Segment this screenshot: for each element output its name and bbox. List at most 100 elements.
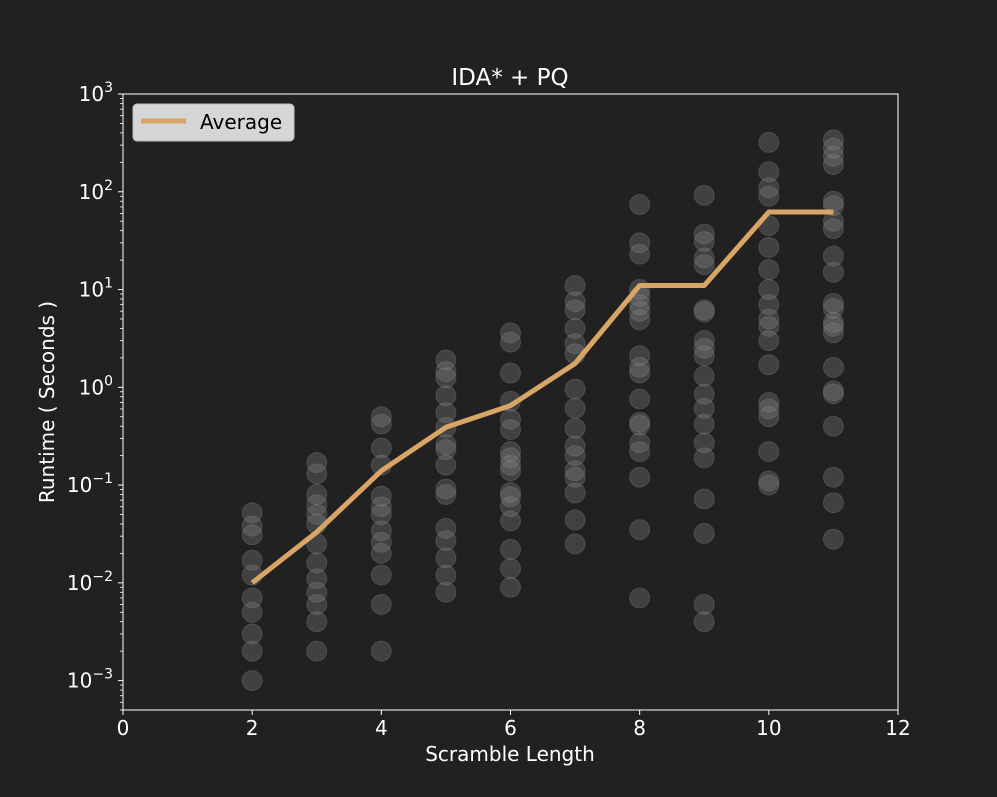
data-point: [693, 397, 715, 419]
data-point: [822, 154, 844, 176]
data-point: [564, 533, 586, 555]
legend: Average: [132, 103, 295, 142]
data-point: [693, 447, 715, 469]
data-point: [500, 441, 521, 463]
data-point: [370, 564, 392, 586]
scatter-points: [241, 129, 844, 692]
data-point: [758, 315, 780, 337]
x-axis-label: Scramble Length: [425, 742, 595, 766]
data-point: [306, 640, 328, 662]
data-point: [822, 528, 844, 550]
data-point: [500, 510, 521, 532]
data-point: [500, 408, 521, 430]
data-point: [629, 300, 651, 322]
data-point: [693, 299, 715, 321]
data-point: [241, 623, 263, 645]
data-point: [629, 388, 651, 410]
data-point: [306, 452, 328, 474]
data-point: [370, 593, 392, 615]
data-point: [370, 437, 392, 459]
data-point: [564, 460, 586, 482]
data-point: [241, 549, 263, 571]
x-tick-label: 2: [246, 716, 259, 740]
data-point: [564, 445, 586, 467]
data-point: [435, 349, 457, 371]
data-point: [564, 333, 586, 355]
data-point: [629, 232, 651, 254]
data-point: [822, 129, 844, 151]
data-point: [241, 524, 263, 546]
data-point: [758, 294, 780, 316]
data-point: [435, 439, 457, 461]
legend-box: [132, 103, 295, 142]
average-line-layer: [250, 209, 834, 585]
data-point: [306, 463, 328, 485]
data-point: [564, 509, 586, 531]
data-point: [822, 380, 844, 402]
data-point: [241, 640, 263, 662]
data-point: [758, 354, 780, 376]
x-tick-label: 12: [885, 716, 910, 740]
data-point: [306, 593, 328, 615]
data-point: [822, 415, 844, 437]
data-point: [758, 259, 780, 281]
data-point: [758, 236, 780, 258]
data-point: [564, 274, 586, 296]
data-point: [500, 558, 521, 580]
data-point: [693, 230, 715, 252]
data-point: [564, 397, 586, 419]
data-point: [758, 185, 780, 207]
data-point: [564, 299, 586, 321]
data-point: [693, 301, 715, 323]
data-point: [435, 581, 457, 603]
data-point: [629, 362, 651, 384]
data-point: [693, 365, 715, 387]
data-point: [306, 484, 328, 506]
chart-title: IDA* + PQ: [451, 65, 568, 91]
data-point: [629, 432, 651, 454]
data-point: [758, 441, 780, 463]
data-point: [629, 441, 651, 463]
data-point: [306, 494, 328, 516]
x-tick-label: 6: [504, 716, 517, 740]
data-point: [758, 330, 780, 352]
data-point: [564, 435, 586, 457]
data-point: [693, 330, 715, 352]
data-point: [435, 361, 457, 383]
data-point: [758, 398, 780, 420]
data-point: [822, 297, 844, 319]
data-point: [822, 292, 844, 314]
data-point: [822, 145, 844, 167]
data-point: [693, 611, 715, 633]
data-point: [693, 522, 715, 544]
data-point: [693, 432, 715, 454]
data-point: [435, 484, 457, 506]
data-point: [822, 315, 844, 337]
data-point: [435, 517, 457, 539]
data-point: [435, 367, 457, 389]
data-point: [629, 345, 651, 367]
data-point: [564, 291, 586, 313]
x-tick-label: 0: [117, 716, 130, 740]
average-line: [250, 209, 834, 585]
data-point: [564, 378, 586, 400]
data-point: [435, 402, 457, 424]
data-point: [500, 447, 521, 469]
data-point: [564, 466, 586, 488]
data-point: [435, 530, 457, 552]
data-point: [306, 611, 328, 633]
data-point: [564, 317, 586, 339]
data-point: [435, 433, 457, 455]
data-point: [693, 247, 715, 269]
data-point: [370, 485, 392, 507]
data-point: [629, 466, 651, 488]
data-point: [306, 581, 328, 603]
data-point: [629, 194, 651, 216]
data-point: [629, 309, 651, 331]
data-point: [629, 587, 651, 609]
data-point: [370, 406, 392, 428]
data-point: [822, 356, 844, 378]
data-point: [822, 218, 844, 240]
data-point: [500, 454, 521, 476]
data-point: [758, 279, 780, 301]
